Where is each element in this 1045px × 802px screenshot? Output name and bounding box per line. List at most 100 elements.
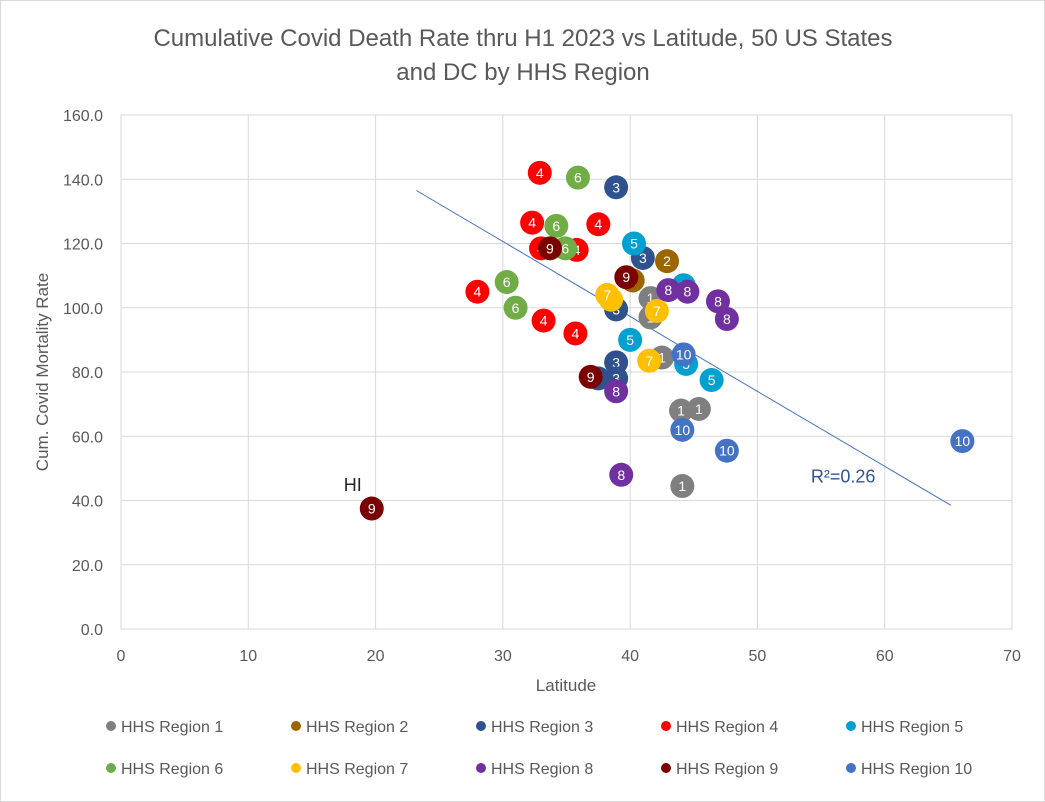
data-point: 8 [675, 279, 700, 304]
legend-marker [291, 763, 301, 773]
point-label: 10 [675, 422, 691, 438]
data-point: 1 [669, 398, 694, 423]
point-marker [655, 249, 680, 274]
legend-item: HHS Region 3 [476, 719, 593, 736]
point-label: 7 [645, 353, 653, 369]
point-label: 7 [653, 303, 661, 319]
y-tick-label: 100.0 [63, 301, 103, 318]
point-marker [621, 231, 646, 256]
data-point: 7 [644, 298, 669, 323]
x-tick-label: 50 [749, 648, 767, 665]
point-marker [675, 279, 700, 304]
point-label: 9 [546, 240, 554, 256]
x-tick-label: 70 [1003, 648, 1021, 665]
legend-marker [476, 763, 486, 773]
y-tick-label: 0.0 [81, 622, 103, 639]
data-point: 8 [604, 379, 629, 404]
point-label: 3 [612, 370, 620, 386]
data-point: 9 [614, 265, 639, 290]
data-point: 8 [609, 462, 634, 487]
data-points: 1111112233333344444444555556666677778888… [359, 160, 975, 521]
x-tick-label: 10 [239, 648, 257, 665]
data-point: 10 [950, 429, 975, 454]
point-label: 4 [540, 313, 548, 329]
point-marker [465, 279, 490, 304]
legend-label: HHS Region 1 [121, 719, 223, 736]
point-marker [595, 282, 620, 307]
point-marker [618, 327, 643, 352]
data-point: 6 [544, 213, 569, 238]
point-label: 10 [955, 433, 971, 449]
legend-label: HHS Region 2 [306, 719, 408, 736]
point-label: 3 [612, 354, 620, 370]
point-label: 4 [528, 215, 536, 231]
data-point: 8 [714, 306, 739, 331]
point-label: 6 [503, 274, 511, 290]
point-label: 9 [622, 269, 630, 285]
point-marker [637, 348, 662, 373]
point-label: 1 [677, 403, 685, 419]
point-label: 7 [603, 287, 611, 303]
point-marker [527, 160, 552, 185]
point-label: 1 [695, 401, 703, 417]
legend-label: HHS Region 10 [861, 761, 972, 778]
point-label: 6 [552, 218, 560, 234]
point-label: 9 [587, 369, 595, 385]
data-point: 7 [595, 282, 620, 307]
legend-marker [106, 763, 116, 773]
point-marker [656, 278, 681, 303]
data-point: 4 [586, 212, 611, 237]
data-point: 4 [563, 321, 588, 346]
point-marker [604, 175, 629, 200]
data-point: 5 [618, 327, 643, 352]
point-label: 8 [684, 284, 692, 300]
point-marker [644, 298, 669, 323]
legend-item: HHS Region 5 [846, 719, 963, 736]
point-marker [531, 308, 556, 333]
annotations: HI [344, 475, 362, 495]
legend-marker [661, 763, 671, 773]
data-point: 5 [699, 368, 724, 393]
point-label: 8 [612, 383, 620, 399]
legend-marker [846, 763, 856, 773]
point-marker [563, 321, 588, 346]
data-point: 4 [520, 210, 545, 235]
y-tick-label: 80.0 [72, 365, 103, 382]
legend-label: HHS Region 5 [861, 719, 963, 736]
legend-item: HHS Region 10 [846, 761, 972, 778]
point-label: 2 [663, 253, 671, 269]
point-marker [604, 379, 629, 404]
point-label: 9 [368, 501, 376, 517]
data-point: 10 [670, 417, 695, 442]
y-tick-label: 60.0 [72, 429, 103, 446]
x-tick-label: 0 [117, 648, 126, 665]
x-tick-label: 30 [494, 648, 512, 665]
point-marker [503, 295, 528, 320]
point-label: 6 [561, 240, 569, 256]
y-tick-label: 120.0 [63, 237, 103, 254]
point-marker [699, 368, 724, 393]
point-marker [609, 462, 634, 487]
legend-item: HHS Region 1 [106, 719, 223, 736]
x-tick-label: 20 [367, 648, 385, 665]
legend-marker [291, 721, 301, 731]
legend-label: HHS Region 9 [676, 761, 778, 778]
point-marker [565, 165, 590, 190]
point-label: 10 [719, 443, 735, 459]
point-marker [714, 438, 739, 463]
data-point: 9 [578, 364, 603, 389]
point-label: 6 [574, 170, 582, 186]
legend-marker [846, 721, 856, 731]
data-point: 7 [637, 348, 662, 373]
x-tick-label: 40 [621, 648, 639, 665]
point-label: 1 [678, 478, 686, 494]
point-label: 8 [723, 311, 731, 327]
chart-title-line-1: Cumulative Covid Death Rate thru H1 2023… [153, 25, 892, 52]
x-axis-ticks: 0 10 20 30 40 50 60 70 [117, 648, 1021, 665]
legend-item: HHS Region 6 [106, 761, 223, 778]
point-label: 5 [708, 372, 716, 388]
data-point: 8 [656, 278, 681, 303]
y-axis-ticks: 0.0 20.0 40.0 60.0 80.0 100.0 120.0 140.0 160.0 [63, 108, 103, 639]
point-marker [669, 398, 694, 423]
